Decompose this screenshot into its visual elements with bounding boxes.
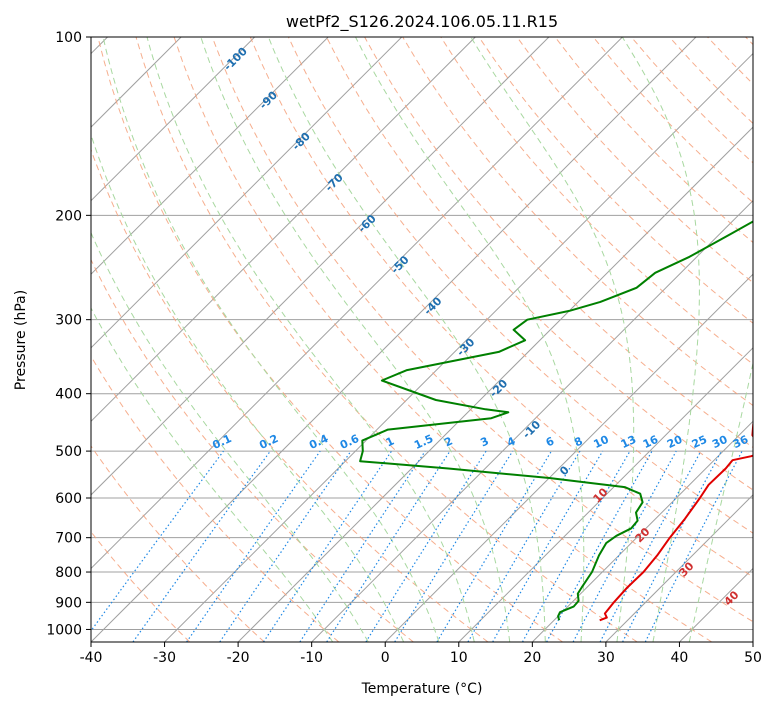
mixing-ratio-line [326,450,451,642]
mixing-ratio-line [91,450,224,632]
mixing-ratio-line [219,450,352,642]
dry-adiabat-line [135,37,638,642]
series-group [359,220,753,622]
y-tick-label: 800 [55,565,82,581]
isotherm-line [91,37,623,570]
x-tick-label: 20 [523,650,541,666]
moist-adiabat-line [102,37,440,642]
isotherm-line [91,37,697,642]
isotherm-line [605,494,753,642]
mixing-ratio-line [644,450,743,642]
dewpoint-profile-line [359,220,753,621]
dry-adiabat-line [173,37,713,642]
axes: -40 -30 -20 -10 0 10 20 30 40 50 100 200 300 400 500 60… [46,30,762,666]
y-tick-label: 600 [55,491,82,507]
x-tick-label: 30 [597,650,615,666]
mixing-ratio-label: 13 [619,433,638,451]
x-tick-label: 50 [744,650,762,666]
x-tick-label: -30 [153,650,176,666]
y-tick-label: 1000 [46,622,82,638]
x-tick-label: -10 [300,650,323,666]
moist-adiabat-line [267,37,546,642]
mixing-ratio-line [394,450,514,642]
x-tick-label: -20 [227,650,250,666]
dry-adiabat-line [91,258,414,642]
temperature-profile-line [599,422,753,622]
dry-adiabat-line [287,37,753,534]
isotherm-line [531,420,753,642]
y-tick-label: 200 [55,208,82,224]
y-tick-label: 700 [55,531,82,547]
moist-adiabat-line [621,37,700,642]
isotherm-line [91,37,329,275]
isotherm-line [164,52,753,642]
x-tick-label: 0 [381,650,390,666]
moist-adiabat-line [355,37,585,642]
dry-adiabat-line [326,37,753,491]
y-tick-label: 100 [55,30,82,46]
mixing-ratio-line [186,450,321,642]
y-axis-label: Pressure (hPa) [13,290,29,390]
moist-adiabat-line [688,360,753,642]
plot-area [91,37,753,642]
chart-title: wetPf2_S126.2024.106.05.11.R15 [286,12,558,32]
isotherm-line [384,273,753,642]
isotherm-line [91,37,550,496]
moist-adiabat-line [200,37,511,642]
dry-adiabat-line [91,355,340,642]
y-tick-label: 900 [55,595,82,611]
mixing-ratio-label: 10 [591,433,611,451]
dry-adiabat-line [97,37,563,642]
mixing-ratio-line [299,450,426,642]
moist-adiabat-line [91,231,369,642]
mixing-ratio-label: 20 [665,433,685,451]
x-tick-label: 10 [450,650,468,666]
y-tick-label: 500 [55,444,82,460]
y-tick-label: 300 [55,313,82,329]
y-tick-label: 400 [55,387,82,403]
isotherm-line [458,347,753,642]
mixing-ratio-label: 16 [641,433,661,451]
isotherm-line [91,37,256,202]
mixing-ratio-label: 30 [710,433,730,451]
x-tick-label: 40 [671,650,689,666]
dry-adiabat-line [211,37,753,623]
plot-frame [90,36,754,643]
isotherm-line [91,37,476,423]
mixing-ratio-line [572,450,677,642]
isotherm-line [91,37,403,349]
isotherm-line [237,126,753,642]
moist-adiabat-line [91,307,334,642]
mixing-ratio-label: 36 [731,433,751,451]
mixing-ratio-line [132,450,271,642]
moist-adiabat-line [91,133,405,642]
mixing-ratio-line [546,450,653,642]
mixing-ratio-line [521,450,631,642]
moist-adiabat-line [146,37,475,642]
mixing-ratio-line [262,450,392,642]
dry-adiabat-line [91,445,265,642]
mixing-ratio-label: 25 [690,433,709,451]
x-axis-label: Temperature (°C) [361,681,483,697]
x-tick-label: -40 [80,650,103,666]
